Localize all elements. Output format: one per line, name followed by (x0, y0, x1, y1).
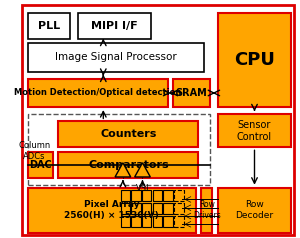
Bar (131, 216, 141, 227)
Polygon shape (115, 163, 131, 177)
Bar (153, 203, 162, 214)
Bar (28, 152, 53, 178)
Bar (28, 188, 196, 233)
Bar (218, 13, 291, 107)
Bar (28, 13, 70, 39)
Text: Comparators: Comparators (88, 160, 169, 170)
Bar (131, 203, 141, 214)
Text: CPU: CPU (234, 51, 275, 69)
Bar (164, 203, 173, 214)
Text: Column
ADCs: Column ADCs (19, 141, 51, 161)
Bar (153, 216, 162, 227)
Bar (174, 189, 184, 201)
Polygon shape (135, 163, 150, 177)
Text: Sensor
Control: Sensor Control (237, 120, 272, 142)
Bar (28, 114, 210, 185)
Text: Pixel Array
2560(H) × 1536(V): Pixel Array 2560(H) × 1536(V) (64, 200, 159, 220)
Bar (121, 189, 130, 201)
Bar (173, 79, 210, 107)
Bar (78, 13, 151, 39)
Text: Row
Decoder: Row Decoder (236, 200, 274, 220)
Bar (142, 216, 152, 227)
Text: DAC: DAC (29, 160, 52, 170)
Bar (174, 216, 184, 227)
Bar (174, 203, 184, 214)
Bar (28, 79, 168, 107)
Bar (121, 216, 130, 227)
Text: Row
Drivers: Row Drivers (193, 200, 221, 220)
Text: MIPI I/F: MIPI I/F (91, 20, 138, 30)
Bar (153, 189, 162, 201)
Bar (131, 189, 141, 201)
Bar (201, 188, 212, 233)
Bar (218, 114, 291, 147)
Bar (218, 188, 291, 233)
Text: Image Signal Processor: Image Signal Processor (55, 53, 177, 63)
Bar (142, 203, 152, 214)
Text: VSL: VSL (136, 184, 152, 193)
Bar (142, 189, 152, 201)
Text: Motion Detection/Optical detection: Motion Detection/Optical detection (14, 89, 181, 98)
Bar (58, 152, 199, 178)
Text: PLL: PLL (38, 20, 60, 30)
Bar (121, 203, 130, 214)
Text: Counters: Counters (100, 129, 157, 139)
Bar (28, 43, 204, 72)
Bar (164, 216, 173, 227)
Bar (164, 189, 173, 201)
Text: SRAM: SRAM (176, 88, 207, 98)
Bar (58, 121, 199, 147)
